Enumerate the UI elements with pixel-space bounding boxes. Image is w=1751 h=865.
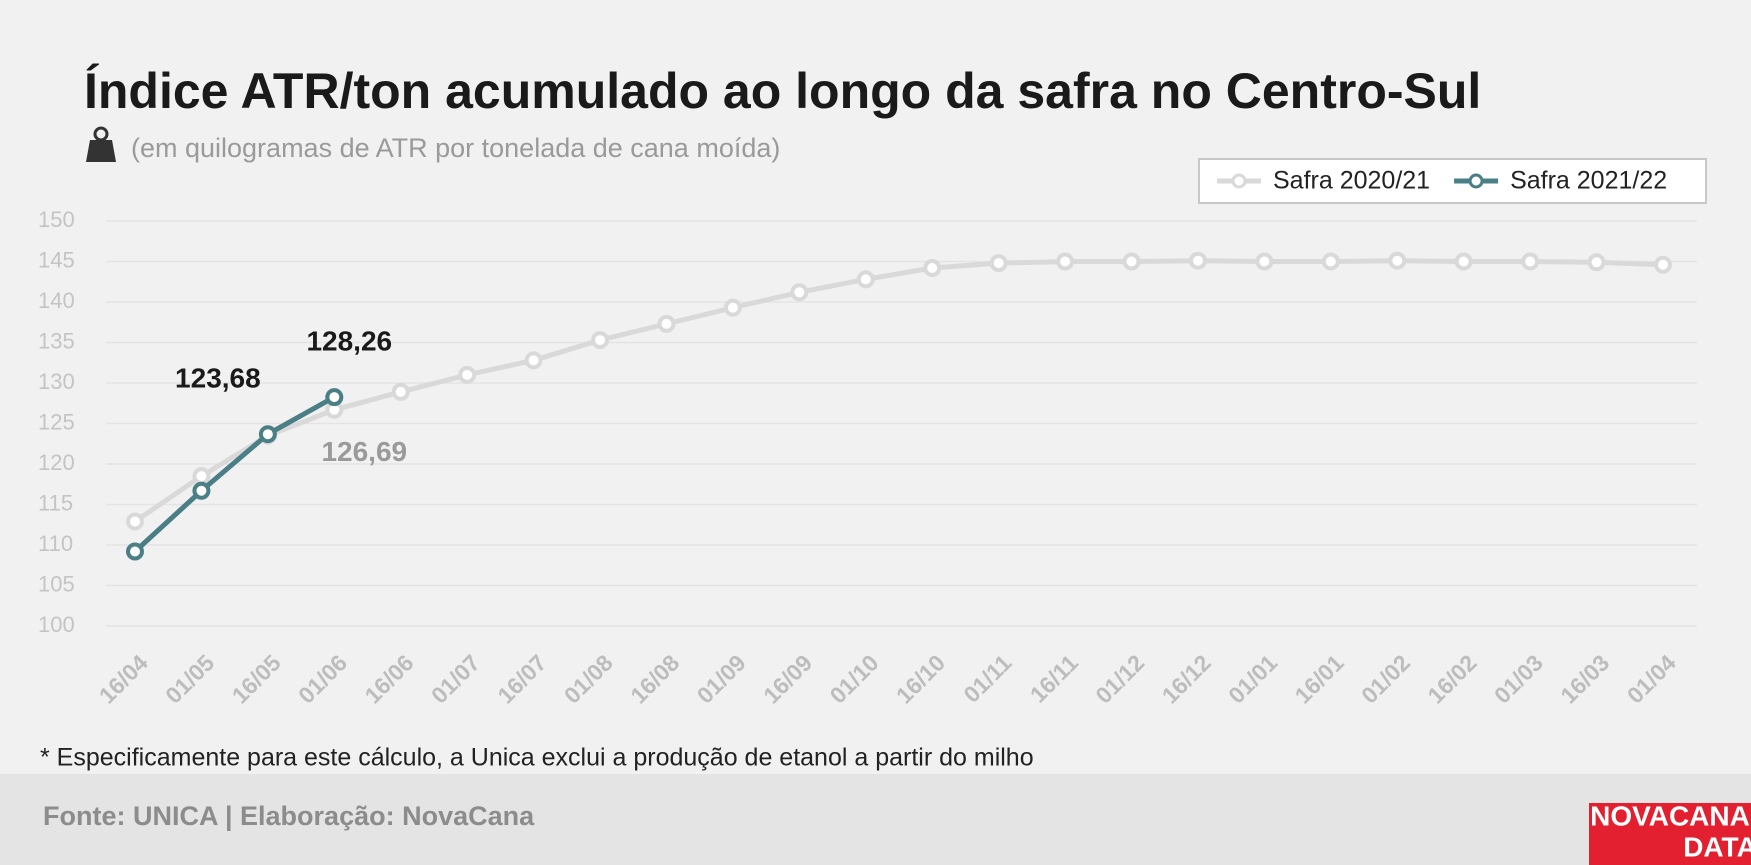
- point: [1654, 255, 1672, 274]
- y-tick-label: 125: [38, 409, 75, 434]
- x-tick-label: 16/12: [1157, 649, 1216, 708]
- x-tick-label: 01/09: [692, 649, 751, 708]
- x-tick-label: 16/04: [94, 649, 153, 708]
- point: [524, 351, 543, 370]
- point: [657, 314, 676, 333]
- x-tick-label: 01/06: [293, 649, 352, 708]
- series-line: [133, 258, 1664, 524]
- point: [1122, 252, 1141, 271]
- legend-marker: [1231, 173, 1247, 189]
- x-tick-label: 16/09: [758, 649, 817, 708]
- point: [1321, 252, 1340, 271]
- footnote: * Especificamente para este cálculo, a U…: [40, 744, 1034, 772]
- x-tick-label: 01/12: [1090, 649, 1149, 708]
- point: [790, 283, 809, 302]
- x-tick-label: 16/11: [1025, 649, 1083, 707]
- chart-subtitle: (em quilogramas de ATR por tonelada de c…: [131, 133, 780, 163]
- x-tick-label: 01/07: [426, 649, 485, 708]
- point: [1255, 252, 1274, 271]
- weight-icon: [86, 126, 116, 162]
- point: [1188, 251, 1207, 270]
- y-tick-label: 105: [38, 571, 75, 596]
- x-tick-label: 01/11: [958, 649, 1016, 707]
- x-tick-label: 16/07: [492, 649, 551, 708]
- x-tick-label: 01/08: [559, 649, 618, 708]
- source: Fonte: UNICA | Elaboração: NovaCana: [43, 801, 535, 831]
- logo-text: DATA: [1683, 831, 1751, 862]
- legend-label: Safra 2020/21: [1273, 167, 1430, 195]
- point: [1587, 253, 1606, 272]
- x-tick-label: 16/02: [1422, 649, 1481, 708]
- x-tick-label: 01/05: [160, 649, 219, 708]
- y-tick-label: 110: [38, 531, 73, 556]
- x-tick-label: 16/05: [227, 649, 286, 708]
- x-tick-label: 16/03: [1555, 649, 1614, 708]
- point: [1388, 251, 1407, 270]
- series-line: [133, 394, 336, 554]
- footer-band: [0, 774, 1751, 865]
- point: [258, 425, 277, 444]
- value-label: 128,26: [306, 325, 392, 356]
- x-tick-label: 01/10: [825, 649, 884, 708]
- point: [192, 467, 211, 486]
- y-tick-label: 130: [38, 369, 75, 394]
- point: [126, 542, 144, 561]
- y-tick-label: 120: [38, 450, 75, 475]
- x-tick-label: 16/01: [1290, 649, 1349, 708]
- value-label: 123,68: [175, 363, 261, 394]
- x-tick-label: 16/08: [625, 649, 684, 708]
- point: [458, 365, 477, 384]
- x-tick-label: 01/02: [1356, 649, 1415, 708]
- x-tick-label: 01/01: [1223, 649, 1282, 708]
- legend-marker: [1468, 173, 1484, 189]
- point: [723, 298, 742, 317]
- point: [192, 481, 211, 500]
- point: [591, 331, 610, 350]
- point: [989, 254, 1008, 273]
- y-tick-label: 135: [38, 328, 75, 353]
- point: [856, 270, 875, 289]
- value-label: 126,69: [321, 436, 407, 467]
- logo-text: NOVACANA: [1590, 800, 1750, 831]
- y-tick-label: 100: [38, 612, 75, 637]
- point: [1056, 252, 1075, 271]
- x-tick-label: 01/03: [1489, 649, 1548, 708]
- chart-title: Índice ATR/ton acumulado ao longo da saf…: [84, 63, 1481, 119]
- point: [325, 388, 344, 407]
- y-tick-label: 150: [38, 207, 75, 232]
- point: [1521, 252, 1540, 271]
- x-tick-label: 16/06: [359, 649, 418, 708]
- point: [391, 382, 410, 401]
- legend-box: [1198, 158, 1707, 204]
- legend-label: Safra 2021/22: [1510, 167, 1667, 195]
- x-tick-label: 01/04: [1622, 649, 1681, 708]
- y-tick-label: 115: [38, 490, 73, 515]
- point: [126, 512, 144, 531]
- y-tick-label: 140: [38, 288, 75, 313]
- logo-box: [1589, 803, 1751, 865]
- x-tick-label: 16/10: [891, 649, 950, 708]
- point: [923, 258, 942, 277]
- point: [1454, 252, 1473, 271]
- y-tick-label: 145: [38, 247, 75, 272]
